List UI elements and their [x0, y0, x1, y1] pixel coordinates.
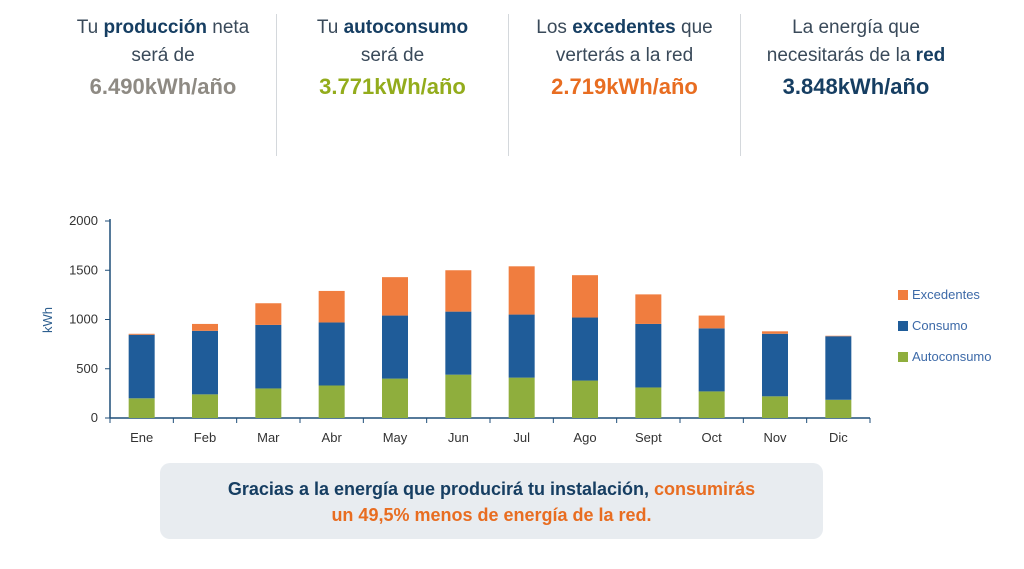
legend-label-autoconsumo: Autoconsumo: [912, 349, 992, 364]
x-tick-label: Mar: [257, 430, 280, 445]
stat-line-2: necesitarás de la red: [741, 42, 971, 70]
x-tick-label: Ene: [130, 430, 153, 445]
stat-text: que: [675, 17, 713, 38]
monthly-energy-chart: 0 500 1000 1500 2000 kWh Ene Feb Mar Abr May Jun Jul…: [40, 213, 992, 445]
bar-consumo-abr: [318, 322, 345, 386]
stat-text: Tu: [76, 17, 104, 38]
bar-autoconsumo-ago: [572, 380, 598, 418]
bar-consumo-feb: [192, 330, 218, 395]
bar-excedentes-feb: [192, 323, 218, 331]
bar-autoconsumo-abr: [318, 385, 345, 418]
y-tick-label: 500: [76, 361, 98, 376]
summary-footer: Gracias a la energía que producirá tu in…: [160, 463, 823, 539]
stat-line-1: La energía que: [741, 14, 971, 42]
legend-label-consumo: Consumo: [912, 318, 968, 333]
footer-text: Gracias a la energía que producirá tu in…: [227, 479, 655, 499]
bar-autoconsumo-sept: [635, 387, 662, 418]
bar-excedentes-jun: [445, 270, 472, 312]
bar-excedentes-abr: [318, 290, 345, 323]
separator: [276, 14, 277, 156]
stat-produccion: Tu producción neta será de 6.490kWh/año: [50, 14, 276, 156]
stat-line-1: Tu autoconsumo: [277, 14, 508, 42]
y-tick-label: 2000: [69, 213, 98, 228]
stat-text: neta: [206, 17, 250, 38]
stat-bold: autoconsumo: [343, 17, 469, 38]
stat-line-1: Tu producción neta: [50, 14, 276, 42]
footer-line-1: Gracias a la energía que producirá tu in…: [160, 476, 823, 502]
separator: [508, 14, 509, 156]
legend-swatch-consumo: [898, 321, 908, 331]
stat-value: 2.719kWh/año: [551, 74, 698, 99]
bar-excedentes-ene: [128, 333, 155, 335]
x-tick-label: Nov: [763, 430, 787, 445]
stat-value: 6.490kWh/año: [89, 74, 237, 99]
legend-swatch-excedentes: [898, 290, 908, 300]
bar-autoconsumo-oct: [698, 391, 725, 418]
bar-excedentes-nov: [762, 331, 788, 334]
stat-text: necesitarás de la: [766, 45, 916, 66]
y-axis-label: kWh: [40, 307, 55, 333]
y-tick-label: 0: [91, 410, 98, 425]
y-tick-label: 1500: [69, 262, 98, 277]
stat-text: Los: [536, 17, 573, 38]
bar-autoconsumo-mar: [255, 388, 282, 418]
x-tick-label: May: [383, 430, 408, 445]
stat-excedentes: Los excedentes que verterás a la red 2.7…: [509, 14, 740, 156]
footer-highlight: consumirás: [654, 479, 756, 499]
stat-text: será de: [131, 45, 195, 66]
legend-label-excedentes: Excedentes: [912, 287, 980, 302]
bar-autoconsumo-jul: [508, 377, 535, 418]
stat-bold: red: [915, 45, 946, 66]
bar-consumo-may: [382, 315, 408, 379]
legend-swatch-autoconsumo: [898, 352, 908, 362]
stat-text: La energía que: [792, 17, 920, 38]
x-tick-label: Dic: [829, 430, 848, 445]
x-tick-label: Abr: [322, 430, 343, 445]
bar-consumo-jul: [508, 314, 535, 378]
stat-text: será de: [360, 45, 425, 66]
stat-line-2: verterás a la red: [509, 42, 740, 70]
separator: [740, 14, 741, 156]
bar-autoconsumo-dic: [825, 399, 852, 418]
bar-excedentes-ago: [572, 275, 598, 318]
bar-autoconsumo-feb: [192, 394, 218, 418]
bar-consumo-dic: [825, 336, 852, 400]
x-tick-label: Oct: [702, 430, 723, 445]
bar-autoconsumo-nov: [762, 396, 788, 418]
stat-bold: producción: [103, 17, 207, 38]
stat-red: La energía que necesitarás de la red 3.8…: [741, 14, 971, 156]
stat-value: 3.771kWh/año: [319, 74, 466, 99]
bar-consumo-mar: [255, 324, 282, 389]
bar-consumo-ene: [128, 334, 155, 399]
stat-text: Tu: [316, 17, 344, 38]
stat-text: verterás a la red: [555, 45, 694, 66]
bar-autoconsumo-may: [382, 378, 408, 418]
x-tick-label: Sept: [635, 430, 662, 445]
footer-line-2: un 49,5% menos de energía de la red.: [331, 505, 652, 525]
bar-consumo-sept: [635, 323, 662, 388]
stat-bold: excedentes: [572, 17, 676, 38]
x-tick-label: Jun: [448, 430, 469, 445]
x-tick-label: Ago: [573, 430, 596, 445]
bar-autoconsumo-ene: [128, 398, 155, 418]
bar-excedentes-oct: [698, 315, 725, 329]
x-tick-label: Jul: [513, 430, 530, 445]
bar-autoconsumo-jun: [445, 374, 472, 418]
bar-excedentes-mar: [255, 303, 282, 325]
summary-stats: Tu producción neta será de 6.490kWh/año …: [0, 14, 1024, 156]
x-tick-label: Feb: [194, 430, 216, 445]
bar-excedentes-jul: [508, 266, 535, 315]
bar-consumo-ago: [572, 317, 598, 381]
bar-excedentes-sept: [635, 294, 662, 324]
stat-autoconsumo: Tu autoconsumo será de 3.771kWh/año: [277, 14, 508, 156]
stat-value: 3.848kWh/año: [782, 74, 930, 99]
bar-consumo-nov: [762, 333, 788, 397]
bar-consumo-jun: [445, 311, 472, 375]
stat-line-2: será de: [277, 42, 508, 70]
bar-consumo-oct: [698, 328, 725, 392]
stat-line-1: Los excedentes que: [509, 14, 740, 42]
stat-line-2: será de: [50, 42, 276, 70]
bar-excedentes-may: [382, 277, 408, 316]
y-tick-label: 1000: [69, 312, 98, 327]
